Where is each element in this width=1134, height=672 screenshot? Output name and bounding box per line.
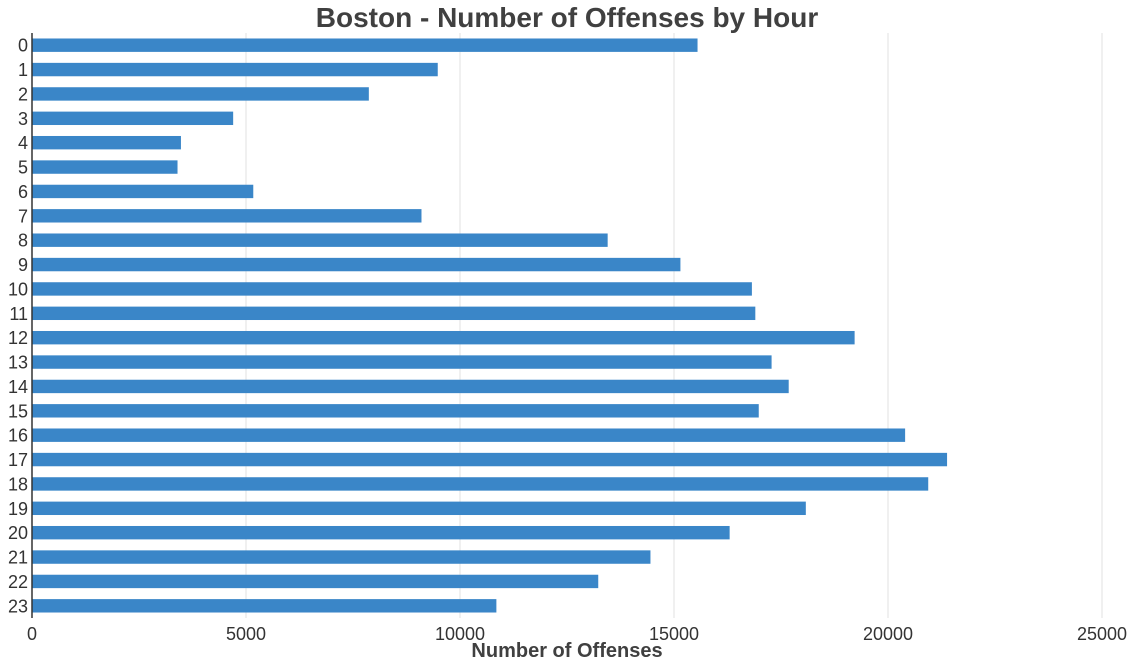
x-tick-label: 15000 (649, 624, 699, 644)
y-tick-label: 15 (8, 401, 28, 421)
axis-layer: 0 5000 10000 15000 20000 25000012345678910111… (8, 33, 1127, 644)
bar-hour-21 (32, 550, 651, 564)
x-tick-label: 20000 (863, 624, 913, 644)
bar-hour-4 (32, 135, 181, 150)
bar-hour-7 (32, 209, 422, 223)
bar-hour-0 (32, 38, 698, 52)
bar-hour-6 (32, 184, 254, 199)
x-tick-label: 25000 (1077, 624, 1127, 644)
bar-hour-22 (32, 574, 599, 589)
bar-hour-17 (32, 452, 948, 467)
bar-hour-8 (32, 233, 608, 247)
y-tick-label: 7 (18, 206, 28, 226)
bar-hour-19 (32, 501, 806, 516)
y-tick-label: 18 (8, 474, 28, 494)
y-tick-label: 21 (8, 548, 28, 568)
bar-hour-20 (32, 525, 730, 540)
y-tick-label: 17 (8, 450, 28, 470)
grid-layer (245, 33, 1103, 618)
y-tick-label: 8 (18, 231, 28, 251)
y-tick-label: 6 (18, 182, 28, 202)
bar-hour-13 (32, 355, 772, 369)
y-tick-label: 16 (8, 426, 28, 446)
y-tick-label: 20 (8, 523, 28, 543)
y-tick-label: 4 (18, 133, 28, 153)
y-tick-label: 10 (8, 279, 28, 299)
bar-hour-9 (32, 257, 681, 272)
y-tick-label: 2 (18, 84, 28, 104)
x-tick-label: 5000 (226, 624, 266, 644)
bar-hour-12 (32, 330, 855, 345)
bar-hour-2 (32, 87, 369, 101)
bar-hour-18 (32, 477, 929, 491)
bar-hour-11 (32, 306, 756, 321)
y-tick-label: 3 (18, 109, 28, 129)
bar-hour-10 (32, 282, 752, 296)
x-tick-label: 0 (27, 624, 37, 644)
y-tick-label: 23 (8, 596, 28, 616)
y-tick-label: 11 (9, 304, 28, 324)
y-tick-label: 1 (18, 60, 28, 80)
bar-hour-1 (32, 62, 438, 77)
bar-hour-5 (32, 160, 178, 174)
bar-hour-14 (32, 379, 789, 394)
x-tick-label: 10000 (435, 624, 485, 644)
y-tick-label: 22 (8, 572, 28, 592)
y-tick-label: 0 (18, 36, 28, 56)
bar-hour-3 (32, 111, 234, 126)
y-tick-label: 14 (8, 377, 28, 397)
y-tick-label: 5 (18, 158, 28, 178)
x-axis-label: Number of Offenses (471, 640, 663, 662)
chart-title: Boston - Number of Offenses by Hour (315, 2, 819, 33)
bar-hour-23 (32, 599, 497, 613)
y-tick-label: 13 (8, 353, 28, 373)
bar-hour-16 (32, 428, 906, 442)
bar-layer (32, 38, 948, 613)
y-tick-label: 19 (8, 499, 28, 519)
y-tick-label: 9 (18, 255, 28, 275)
bar-hour-15 (32, 404, 759, 418)
y-tick-label: 12 (8, 328, 28, 348)
